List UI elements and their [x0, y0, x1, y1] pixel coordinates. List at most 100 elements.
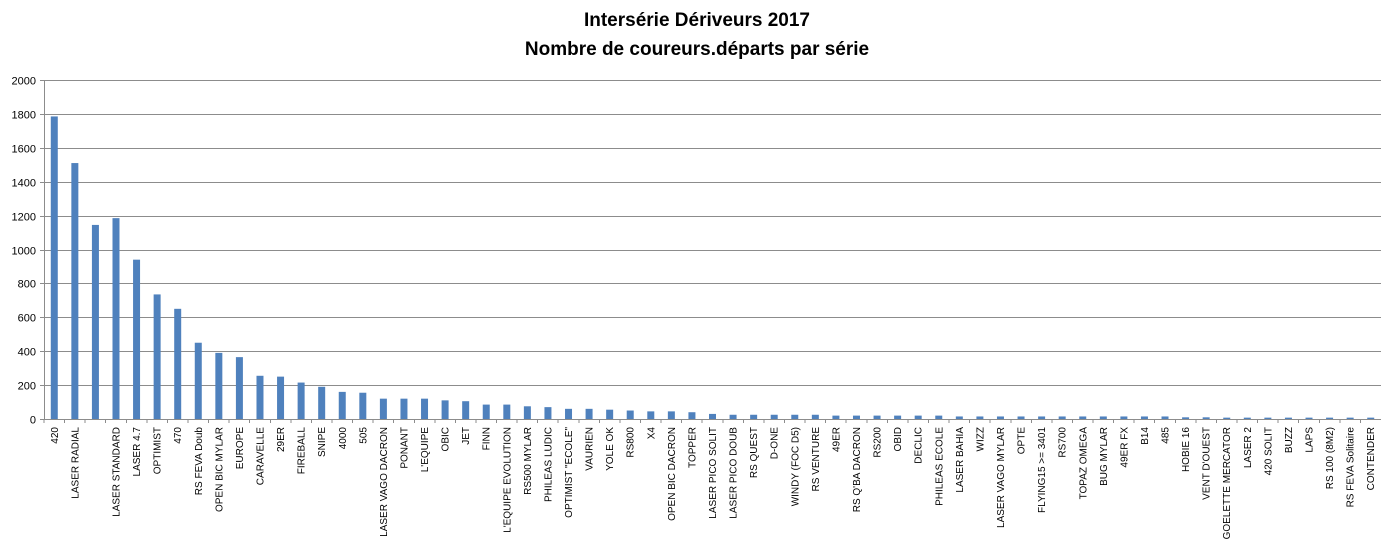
x-category-label: LASER RADIAL — [70, 427, 81, 499]
x-category-label: OBID — [893, 427, 904, 451]
x-category-label: LASER 4.7 — [132, 427, 143, 477]
y-tick-label: 1400 — [12, 178, 36, 190]
x-category-label: X4 — [646, 427, 657, 440]
x-category-label: LASER STANDARD — [111, 427, 122, 517]
x-category-label: EUROPE — [235, 427, 246, 470]
chart-title: Intersérie Dériveurs 2017 — [584, 10, 810, 31]
bar — [441, 400, 449, 419]
bar — [277, 376, 285, 420]
bar — [894, 415, 902, 419]
x-category-label: 485 — [1161, 427, 1172, 444]
bar — [1202, 417, 1210, 419]
x-category-label: JET — [461, 427, 472, 445]
x-category-label: D-ONE — [770, 427, 781, 460]
bar — [709, 413, 716, 419]
bar — [626, 410, 634, 419]
x-category-label: PONANT — [399, 427, 410, 469]
bar — [1140, 416, 1148, 419]
x-category-label: PHILEAS ECOLE — [934, 427, 945, 506]
bar — [523, 406, 531, 419]
bar — [852, 415, 860, 419]
x-category-label: 420 SOLIT — [1263, 427, 1274, 475]
bar — [400, 398, 408, 419]
bar — [914, 415, 922, 419]
bar — [338, 391, 346, 419]
gridlines — [44, 80, 1381, 386]
x-category-label: 505 — [358, 427, 369, 444]
y-tick-label: 1000 — [12, 246, 36, 258]
y-tick-label: 2000 — [12, 76, 36, 88]
bar — [91, 224, 99, 419]
chart-subtitle: Nombre de coureurs.départs par série — [525, 39, 869, 60]
x-category-label: LASER VAGO MYLAR — [996, 427, 1007, 528]
x-category-label: BUZZ — [1284, 427, 1295, 453]
bar — [606, 409, 614, 419]
bar — [647, 411, 655, 419]
x-category-label: RS FEVA Solitaire — [1346, 427, 1357, 508]
x-category-label: TOPPER — [687, 427, 698, 468]
bar — [1326, 417, 1334, 419]
x-category-label: L'EQUIPE EVOLUTION — [502, 427, 513, 533]
bar — [1264, 417, 1272, 419]
bar — [297, 382, 305, 419]
bar — [935, 415, 943, 419]
x-category-label: 470 — [173, 427, 184, 444]
bar — [174, 308, 182, 419]
bar — [215, 352, 223, 419]
bar — [770, 414, 778, 419]
bar — [791, 414, 799, 419]
bar — [359, 392, 367, 419]
bar — [1182, 417, 1190, 419]
x-category-label: FIREBALL — [297, 427, 308, 475]
x-category-label: DECLIC — [914, 427, 925, 464]
bar — [996, 416, 1004, 419]
x-category-label: PHILEAS LUDIC — [543, 427, 554, 502]
x-category-label: HOBIE 16 — [1181, 427, 1192, 472]
bar — [153, 294, 161, 419]
bar — [976, 416, 984, 419]
x-category-label: RS VENTURE — [811, 427, 822, 492]
bar — [318, 386, 326, 419]
x-category-label: WINDY (FOC D5) — [790, 427, 801, 506]
bar — [256, 375, 264, 419]
bar — [112, 218, 120, 419]
x-category-label: RS QUEST — [749, 427, 760, 478]
x-category-label: SNIPE — [317, 427, 328, 457]
bar — [544, 407, 552, 419]
x-category-label: VAURIEN — [585, 427, 596, 471]
bar — [688, 412, 696, 419]
bar — [50, 116, 58, 419]
x-category-label: LASER PICO DOUB — [729, 427, 740, 519]
x-category-label: RS Q'BA DACRON — [852, 427, 863, 512]
x-category-label: GOELETTE MERCATOR — [1222, 427, 1233, 539]
x-category-label: OPTIMIST — [153, 427, 164, 474]
x-category-label: WIZZ — [975, 427, 986, 451]
bar — [750, 414, 758, 419]
x-category-label: LAPS — [1305, 427, 1316, 453]
y-axis-ticks: 0 200 400 600 800 1000 1200 1400 1600 1800 2000 — [12, 76, 44, 427]
bar — [1346, 417, 1354, 419]
bar — [421, 398, 429, 419]
y-tick-label: 1800 — [12, 110, 36, 122]
bar — [462, 401, 470, 419]
y-tick-label: 400 — [18, 347, 36, 359]
x-category-label: RS700 — [1058, 427, 1069, 458]
x-category-label: 49ER — [831, 427, 842, 452]
x-category-label: FLYING15 >= 3401 — [1037, 427, 1048, 513]
bar — [1367, 417, 1375, 419]
bar — [1099, 416, 1107, 419]
bar — [1017, 416, 1025, 419]
bar — [503, 404, 511, 419]
x-category-label: 29ER — [276, 427, 287, 452]
x-category-label: YOLE OK — [605, 427, 616, 471]
bar — [379, 398, 387, 419]
bar — [832, 415, 840, 419]
bar — [1223, 417, 1231, 419]
x-category-label: OPEN BIC MYLAR — [214, 427, 225, 512]
bar — [194, 342, 202, 419]
x-category-label: RS800 — [626, 427, 637, 458]
x-category-label: FINN — [482, 427, 493, 450]
x-category-label: OBIC — [441, 427, 452, 451]
y-tick-label: 1600 — [12, 144, 36, 156]
